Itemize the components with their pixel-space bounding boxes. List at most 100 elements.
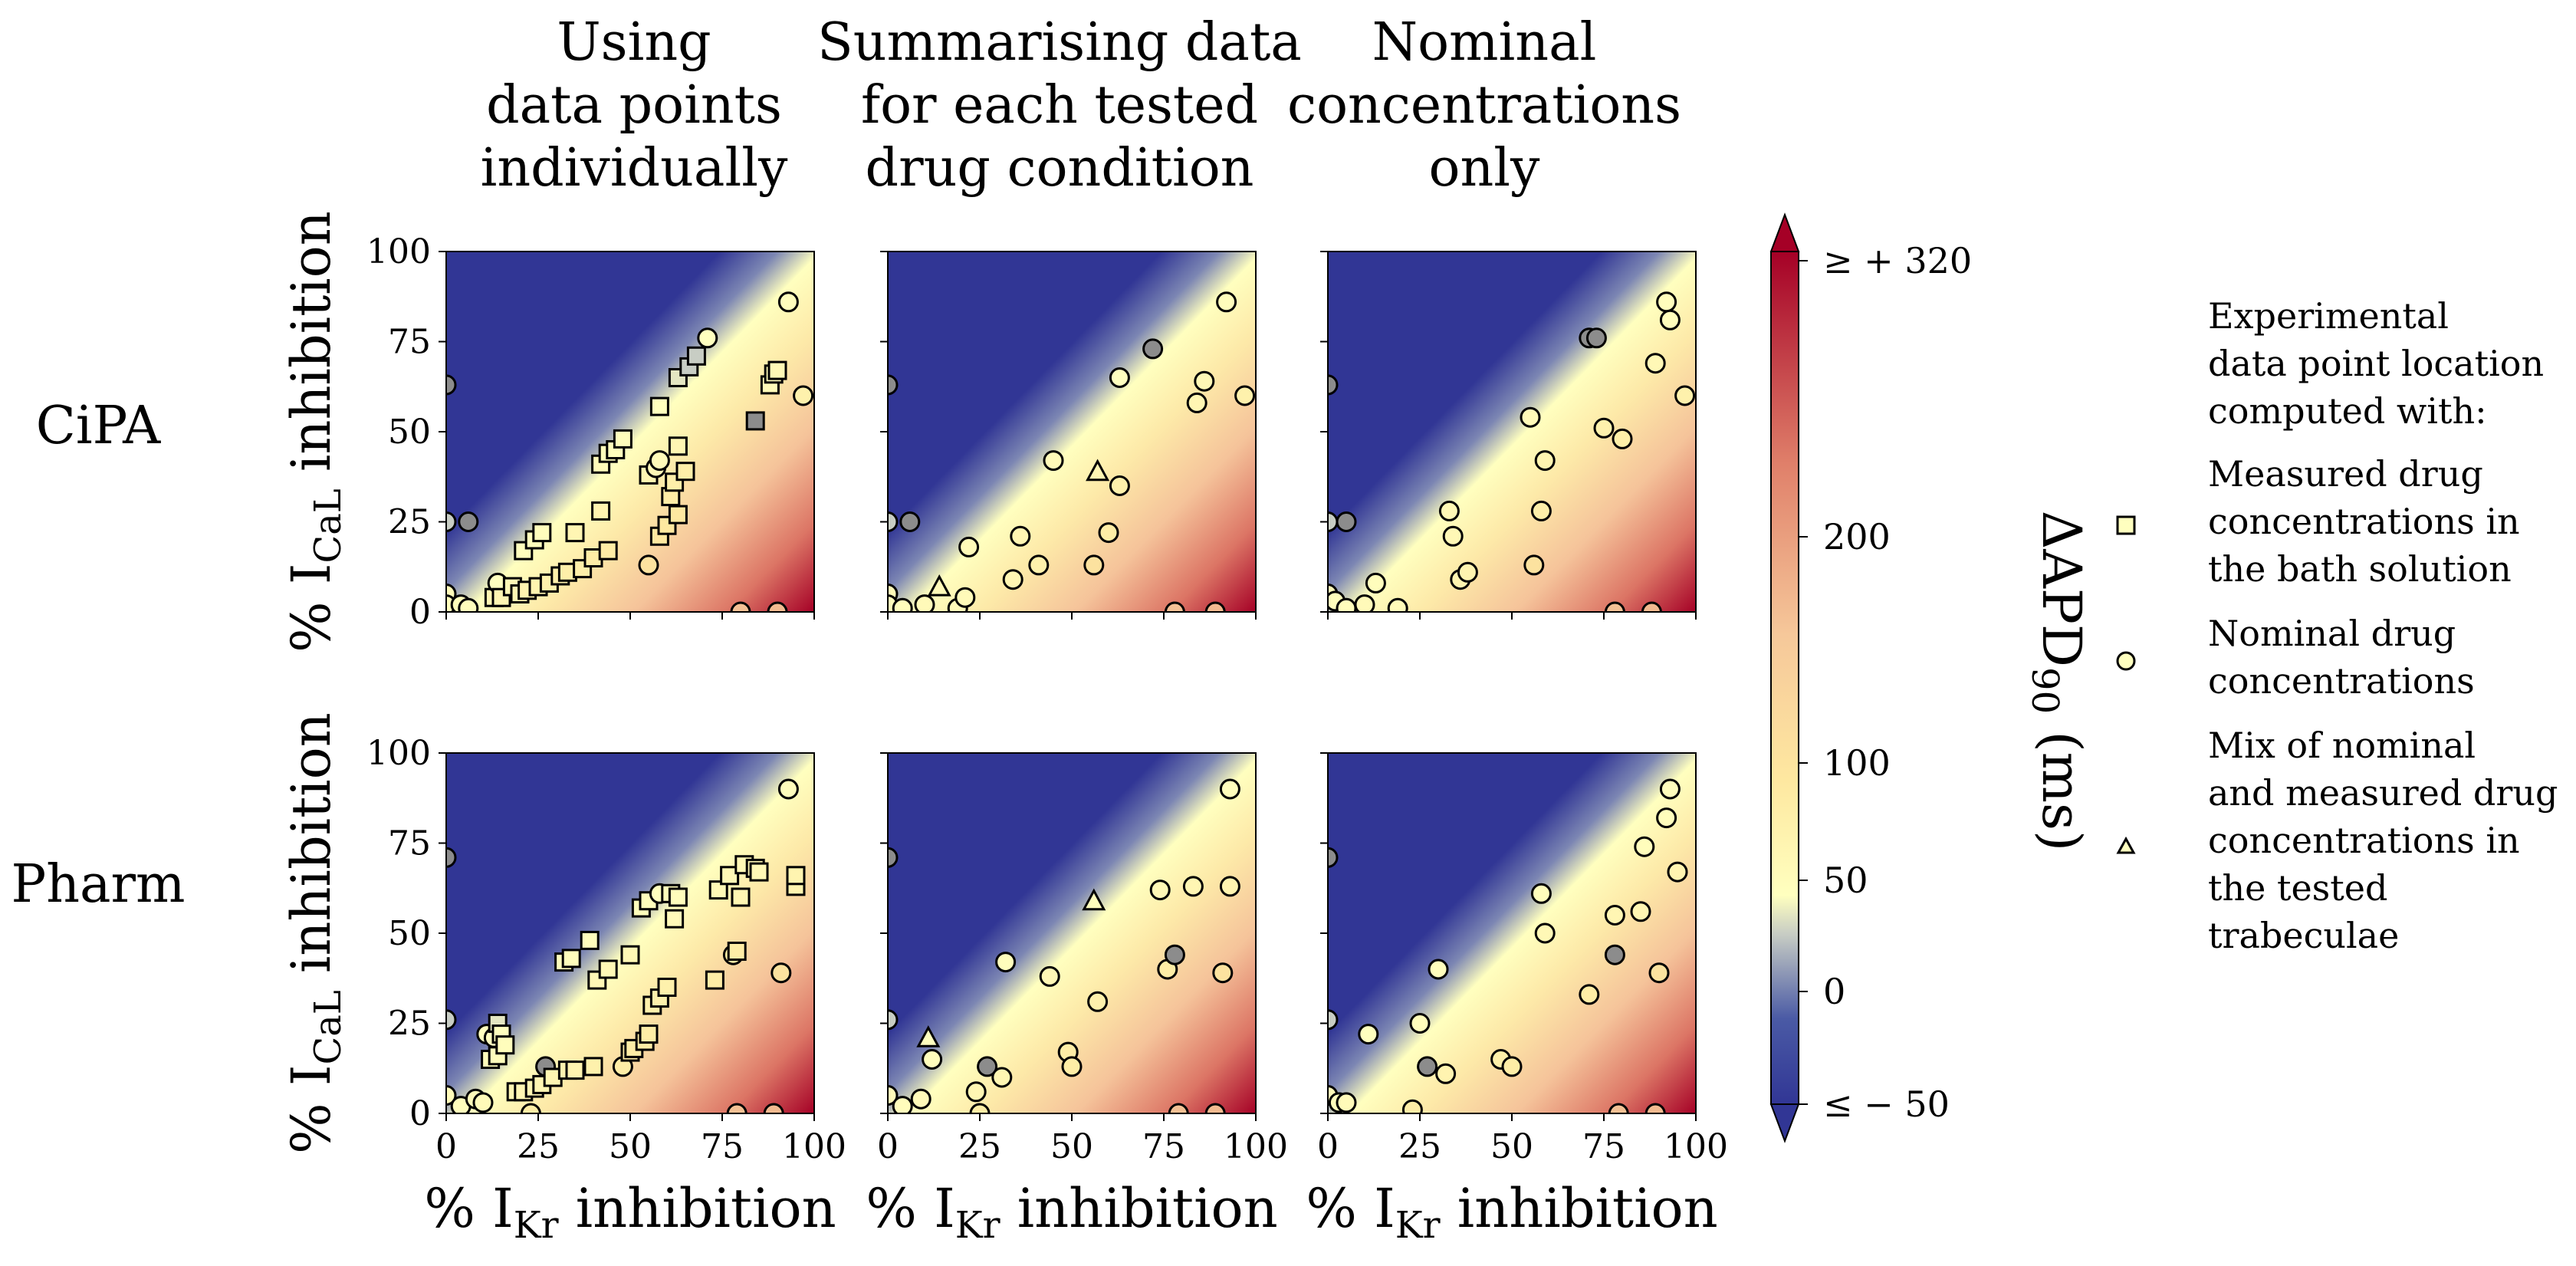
data-point-square: [620, 945, 640, 965]
data-point-circle: [1204, 601, 1226, 612]
data-point-circle: [1438, 500, 1460, 521]
data-point-circle: [1219, 876, 1240, 897]
column-title-2: Summarising data for each tested drug co…: [817, 12, 1302, 199]
y-tick-label: 50: [388, 914, 431, 953]
data-point-square: [727, 942, 747, 961]
data-point-circle: [1417, 1056, 1438, 1077]
data-point-circle: [969, 1103, 991, 1113]
data-point-circle: [726, 1103, 748, 1113]
legend-entry-line: Mix of nominal: [2208, 725, 2476, 766]
data-point-circle: [1358, 1024, 1379, 1045]
data-point-circle: [1186, 392, 1208, 413]
data-point-circle: [1401, 1099, 1423, 1113]
y-tick-label: 25: [388, 503, 431, 542]
data-point-circle: [892, 1096, 913, 1113]
data-point-square: [786, 866, 806, 886]
data-point-circle: [1579, 984, 1600, 1005]
x-tick-label: 25: [958, 1127, 1001, 1166]
data-point-circle: [888, 511, 899, 532]
x-tick-label: 25: [517, 1127, 560, 1166]
points: [888, 291, 1256, 612]
x-label-suffix: inhibition: [559, 1177, 836, 1240]
data-point-circle: [1523, 554, 1545, 576]
data-point-circle: [1109, 475, 1130, 496]
data-point-circle: [1164, 601, 1185, 612]
panel-2: [880, 251, 1257, 620]
data-point-circle: [1648, 962, 1670, 984]
colorbar-tick-label: ≥ + 320: [1823, 240, 1972, 281]
data-point-square: [532, 523, 552, 543]
data-point-square: [665, 909, 685, 929]
data-point-square: [749, 862, 769, 882]
y-tick-label: 100: [366, 232, 431, 271]
data-point-square: [668, 436, 688, 456]
y-label-sub: CaL: [307, 488, 350, 563]
legend-circle-marker: [2116, 651, 2136, 671]
data-point-circle: [958, 536, 980, 557]
col-title-line: data points: [486, 75, 782, 136]
data-point-circle: [1234, 385, 1256, 406]
data-point-circle: [991, 1067, 1013, 1088]
cb-label-sub: 90: [2023, 667, 2066, 714]
data-point-circle: [472, 1092, 494, 1113]
data-point-circle: [458, 597, 479, 612]
data-point-circle: [697, 327, 718, 349]
x-tick-label: 75: [1142, 1127, 1185, 1166]
data-point-square: [720, 866, 740, 886]
legend: Experimental data point location compute…: [2116, 295, 2558, 956]
data-point-square: [580, 930, 600, 950]
data-point-circle: [777, 291, 799, 313]
data-point-square: [598, 541, 618, 561]
data-point-circle: [1659, 778, 1681, 800]
panel-5: 0 25 50 75 100: [877, 752, 1288, 1166]
data-point-circle: [1604, 905, 1625, 926]
data-point-circle: [1674, 385, 1696, 406]
data-point-circle: [1534, 922, 1556, 944]
data-point-circle: [914, 594, 935, 612]
column-title-1: Using data points individually: [481, 12, 788, 199]
column-title-3: Nominal concentrations only: [1287, 12, 1681, 199]
data-point-square: [598, 959, 618, 979]
colorbar: ≥ + 320 200 100 50 0 ≤ − 50 ΔAPD90 (ms): [1769, 212, 2093, 1143]
data-point-circle: [446, 374, 457, 396]
legend-triangle-marker: [2116, 836, 2136, 854]
data-point-circle: [1010, 525, 1031, 547]
data-point-circle: [1354, 594, 1375, 612]
x-label-sub: Kr: [955, 1204, 1001, 1247]
col-title-line: drug condition: [866, 138, 1254, 199]
data-point-circle: [1530, 883, 1552, 904]
x-axis-label-3: % IKr inhibition: [1306, 1177, 1717, 1247]
legend-square-marker: [2116, 515, 2136, 535]
data-point-circle: [1216, 291, 1237, 313]
data-point-circle: [1630, 901, 1651, 922]
points: [1328, 778, 1688, 1113]
y-label-sub: CaL: [307, 990, 350, 1064]
data-point-square: [613, 429, 632, 449]
colorbar-tick-label: 50: [1823, 860, 1868, 901]
data-point-circle: [1608, 1103, 1629, 1113]
data-point-circle: [1387, 597, 1408, 612]
data-point-circle: [1656, 807, 1677, 829]
data-point-circle: [892, 597, 913, 612]
data-point-circle: [955, 587, 976, 608]
data-point-circle: [1435, 1063, 1457, 1084]
data-point-square: [649, 396, 669, 416]
y-tick-label: 0: [409, 593, 431, 632]
data-point-circle: [793, 385, 814, 406]
data-point-circle: [1501, 1056, 1523, 1077]
data-point-circle: [1061, 1056, 1083, 1077]
data-point-triangle: [927, 574, 951, 597]
col-title-line: for each tested: [861, 75, 1258, 136]
data-point-circle: [1182, 876, 1204, 897]
data-point-circle: [910, 1088, 932, 1110]
data-point-circle: [1457, 561, 1478, 583]
x-axis-label-2: % IKr inhibition: [866, 1177, 1277, 1247]
data-point-circle: [777, 778, 799, 800]
panel-6: 0 25 50 75 100: [1317, 752, 1728, 1166]
y-tick-label: 0: [409, 1094, 431, 1133]
data-point-circle: [1194, 370, 1215, 392]
data-point-circle: [1164, 944, 1185, 965]
data-point-circle: [730, 601, 751, 612]
heatmap: [1328, 252, 1696, 612]
